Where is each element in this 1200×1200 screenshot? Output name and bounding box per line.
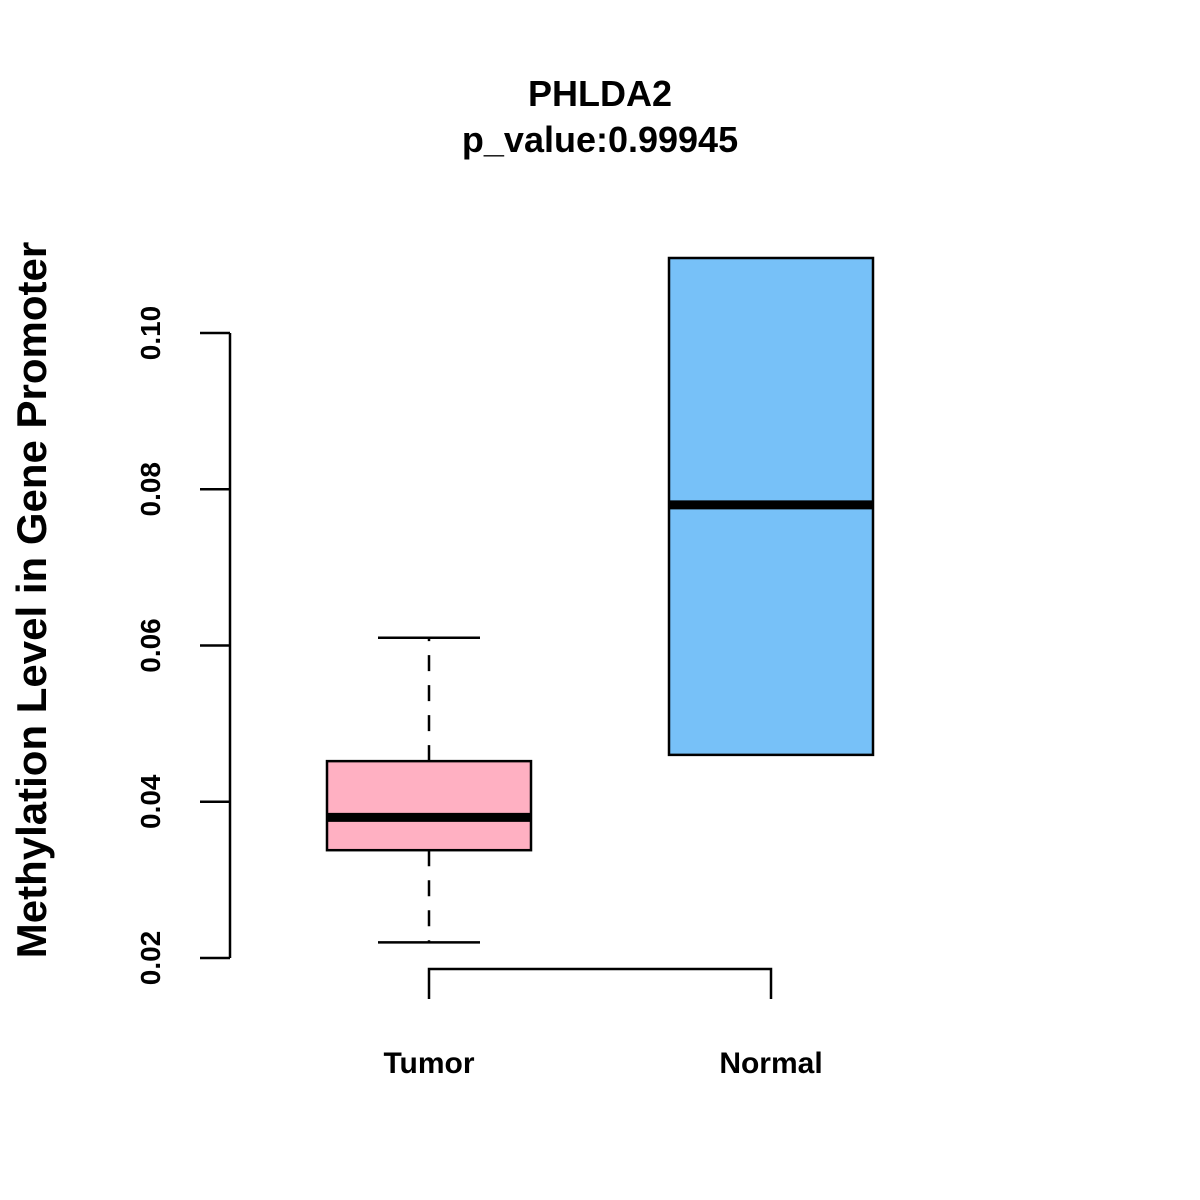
y-tick-label: 0.02: [135, 931, 166, 986]
box-normal: [667, 256, 875, 757]
y-tick-label: 0.04: [135, 774, 166, 829]
box-iqr: [325, 759, 533, 852]
chart-subtitle: p_value:0.99945: [462, 119, 738, 160]
boxes: [325, 256, 875, 944]
x-tick-label-normal: Normal: [719, 1047, 822, 1080]
y-tick-label: 0.06: [135, 618, 166, 673]
x-tick-label-tumor: Tumor: [383, 1047, 474, 1080]
comparison-bracket: [427, 967, 773, 999]
bracket-line: [427, 967, 773, 999]
box-tumor: [325, 636, 533, 944]
y-tick-label: 0.10: [135, 306, 166, 361]
y-axis: 0.02 0.04 0.06 0.08 0.10: [135, 306, 232, 986]
y-axis-label: Methylation Level in Gene Promoter: [8, 242, 55, 958]
chart-title: PHLDA2: [528, 73, 672, 114]
category-labels: Tumor Normal: [383, 1047, 822, 1080]
y-tick-label: 0.08: [135, 462, 166, 517]
